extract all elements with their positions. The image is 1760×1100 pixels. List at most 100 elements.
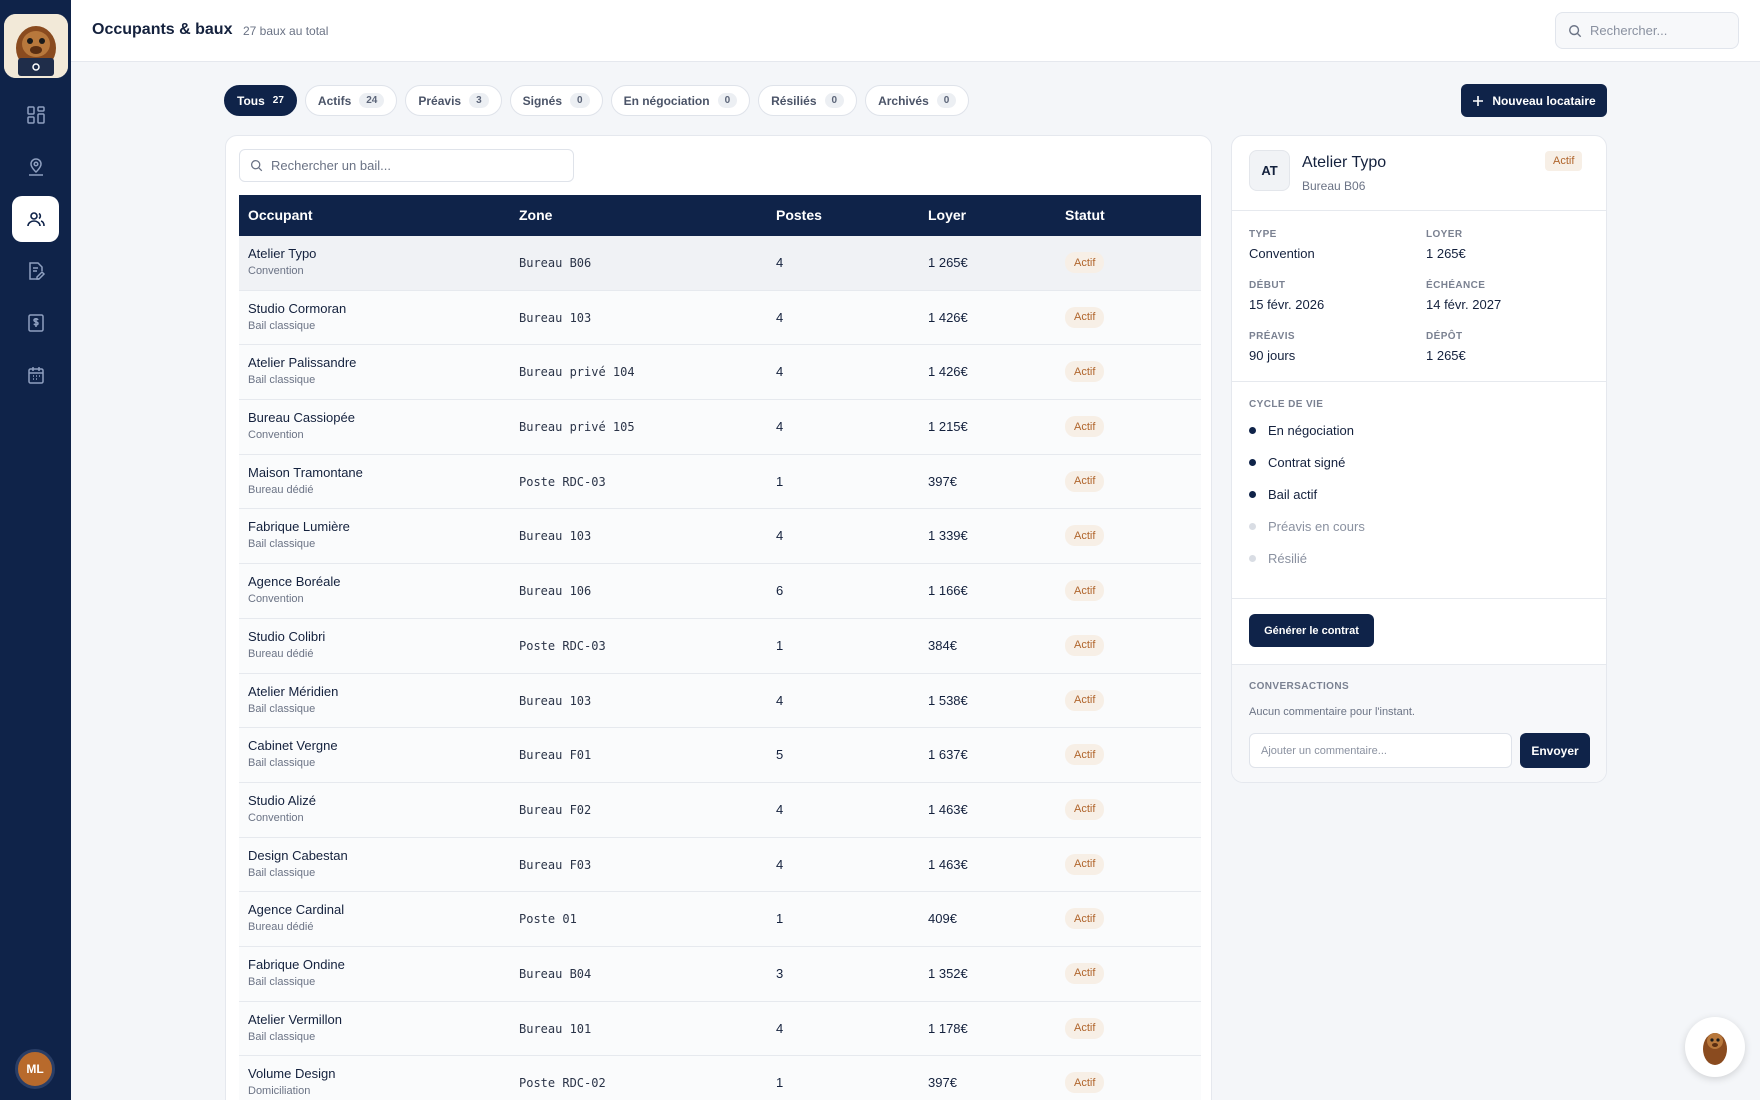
status-badge: Actif [1065, 525, 1105, 547]
filter-tab-terminated[interactable]: Résiliés 0 [758, 85, 858, 116]
status-badge: Actif [1065, 689, 1105, 711]
column-header-status[interactable]: Statut [1065, 207, 1105, 223]
table-row[interactable]: Maison Tramontane Bureau dédié Poste RDC… [239, 454, 1201, 510]
calendar-icon [27, 367, 44, 384]
field-value-end: 14 févr. 2027 [1426, 297, 1502, 312]
table-row[interactable]: Atelier Méridien Bail classique Bureau 1… [239, 673, 1201, 729]
lease-type: Convention [248, 811, 304, 824]
global-search[interactable] [1555, 12, 1739, 49]
nav-calendar[interactable] [12, 352, 59, 398]
table-row[interactable]: Fabrique Lumière Bail classique Bureau 1… [239, 509, 1201, 565]
new-tenant-button[interactable]: Nouveau locataire [1461, 84, 1607, 117]
lease-type: Bail classique [248, 374, 316, 387]
user-avatar[interactable]: ML [15, 1049, 55, 1089]
table-row[interactable]: Agence Cardinal Bureau dédié Poste 01 1 … [239, 892, 1201, 947]
leases-table-card: Occupant Zone Postes Loyer Statut Atelie… [225, 135, 1212, 1100]
nav-spaces[interactable] [12, 144, 59, 190]
zone: Bureau 106 [519, 584, 592, 599]
app-logo[interactable] [4, 14, 68, 78]
table-row[interactable]: Volume Design Domiciliation Poste RDC-02… [239, 1056, 1201, 1100]
filter-tab-signed[interactable]: Signés 0 [509, 85, 603, 116]
nav-billing[interactable] [12, 300, 59, 346]
column-header-rent[interactable]: Loyer [928, 207, 967, 223]
filter-tab-active[interactable]: Actifs 24 [304, 85, 398, 116]
rent: 1 265€ [928, 255, 968, 270]
occupant-name: Studio Cormoran [248, 300, 347, 316]
table-row[interactable]: Cabinet Vergne Bail classique Bureau F01… [239, 728, 1201, 783]
lease-search-input[interactable] [271, 158, 561, 173]
rent: 1 637€ [928, 747, 968, 763]
rent: 409€ [928, 911, 957, 927]
zone: Bureau privé 104 [519, 365, 635, 380]
lease-type: Bureau dédié [248, 921, 314, 934]
generate-contract-button[interactable]: Générer le contrat [1249, 614, 1374, 647]
lifecycle-dot [1249, 459, 1256, 466]
rent: 1 426€ [928, 364, 968, 380]
status-badge: Actif [1065, 798, 1105, 820]
table-row[interactable]: Agence Boréale Convention Bureau 106 6 1… [239, 564, 1201, 619]
field-label-rent: LOYER [1426, 229, 1463, 240]
lease-type: Bureau dédié [248, 647, 314, 660]
zone: Bureau privé 105 [519, 420, 635, 435]
occupant-initials: AT [1261, 163, 1278, 178]
rent: 1 352€ [928, 965, 968, 981]
lifecycle-dot [1249, 491, 1256, 498]
occupant-name: Atelier Vermillon [248, 1011, 342, 1027]
table-row[interactable]: Atelier Typo Convention Bureau B06 4 1 2… [239, 236, 1201, 291]
filter-tab-archived[interactable]: Archivés 0 [865, 85, 970, 116]
filter-tab-all[interactable]: Tous 27 [224, 85, 297, 116]
posts-count: 4 [776, 255, 784, 270]
column-header-posts[interactable]: Postes [776, 207, 822, 223]
user-initials: ML [26, 1062, 44, 1076]
filter-tab-notice[interactable]: Préavis 3 [405, 85, 502, 116]
column-header-zone[interactable]: Zone [519, 207, 553, 223]
filter-tab-negotiation[interactable]: En négociation 0 [610, 85, 751, 116]
rent: 1 463€ [928, 801, 968, 817]
nav-contracts[interactable] [12, 248, 59, 294]
lifecycle-dot [1249, 427, 1256, 434]
column-header-occupant[interactable]: Occupant [248, 207, 313, 223]
lease-search[interactable] [239, 149, 574, 182]
table-row[interactable]: Atelier Vermillon Bail classique Bureau … [239, 1001, 1201, 1057]
lifecycle-step-label: Résilié [1268, 551, 1308, 566]
posts-count: 4 [776, 419, 784, 435]
zone: Bureau B04 [519, 966, 592, 981]
lease-type: Convention [248, 265, 304, 277]
table-row[interactable]: Bureau Cassiopée Convention Bureau privé… [239, 400, 1201, 455]
send-comment-button[interactable]: Envoyer [1520, 733, 1590, 768]
table-row[interactable]: Studio Alizé Convention Bureau F02 4 1 4… [239, 782, 1201, 838]
field-label-end: ÉCHÉANCE [1426, 280, 1486, 291]
comment-input[interactable] [1249, 733, 1512, 768]
rent: 1 426€ [928, 309, 968, 325]
assistant-button[interactable] [1685, 1017, 1745, 1077]
zone: Bureau 103 [519, 310, 592, 325]
table-row[interactable]: Studio Cormoran Bail classique Bureau 10… [239, 290, 1201, 346]
posts-count: 3 [776, 965, 784, 981]
status-badge: Actif [1065, 416, 1105, 438]
table-row[interactable]: Design Cabestan Bail classique Bureau F0… [239, 837, 1201, 893]
topbar: Occupants & baux 27 baux au total [71, 0, 1760, 62]
table-body: Atelier Typo Convention Bureau B06 4 1 2… [239, 236, 1201, 1100]
field-value-notice: 90 jours [1249, 348, 1296, 363]
table-row[interactable]: Studio Colibri Bureau dédié Poste RDC-03… [239, 618, 1201, 674]
filter-label: Archivés [878, 93, 929, 108]
invoice-dollar-icon [27, 314, 44, 332]
detail-zone: Bureau B06 [1302, 179, 1366, 193]
filter-label: Tous [237, 93, 265, 108]
lease-type: Domiciliation [248, 1085, 311, 1098]
status-badge: Actif [1065, 853, 1105, 875]
nav-dashboard[interactable] [12, 92, 59, 138]
table-row[interactable]: Fabrique Ondine Bail classique Bureau B0… [239, 946, 1201, 1002]
rent: 1 166€ [928, 583, 968, 599]
field-value-start: 15 févr. 2026 [1249, 297, 1325, 312]
posts-count: 6 [776, 583, 784, 599]
table-row[interactable]: Atelier Palissandre Bail classique Burea… [239, 345, 1201, 401]
lifecycle-step-label: Préavis en cours [1268, 519, 1365, 534]
occupant-name: Studio Colibri [248, 628, 326, 644]
plus-icon [1473, 95, 1484, 106]
posts-count: 4 [776, 364, 784, 380]
users-icon [26, 212, 45, 227]
global-search-input[interactable] [1590, 23, 1730, 38]
posts-count: 5 [776, 747, 784, 763]
nav-occupants[interactable] [12, 196, 59, 242]
